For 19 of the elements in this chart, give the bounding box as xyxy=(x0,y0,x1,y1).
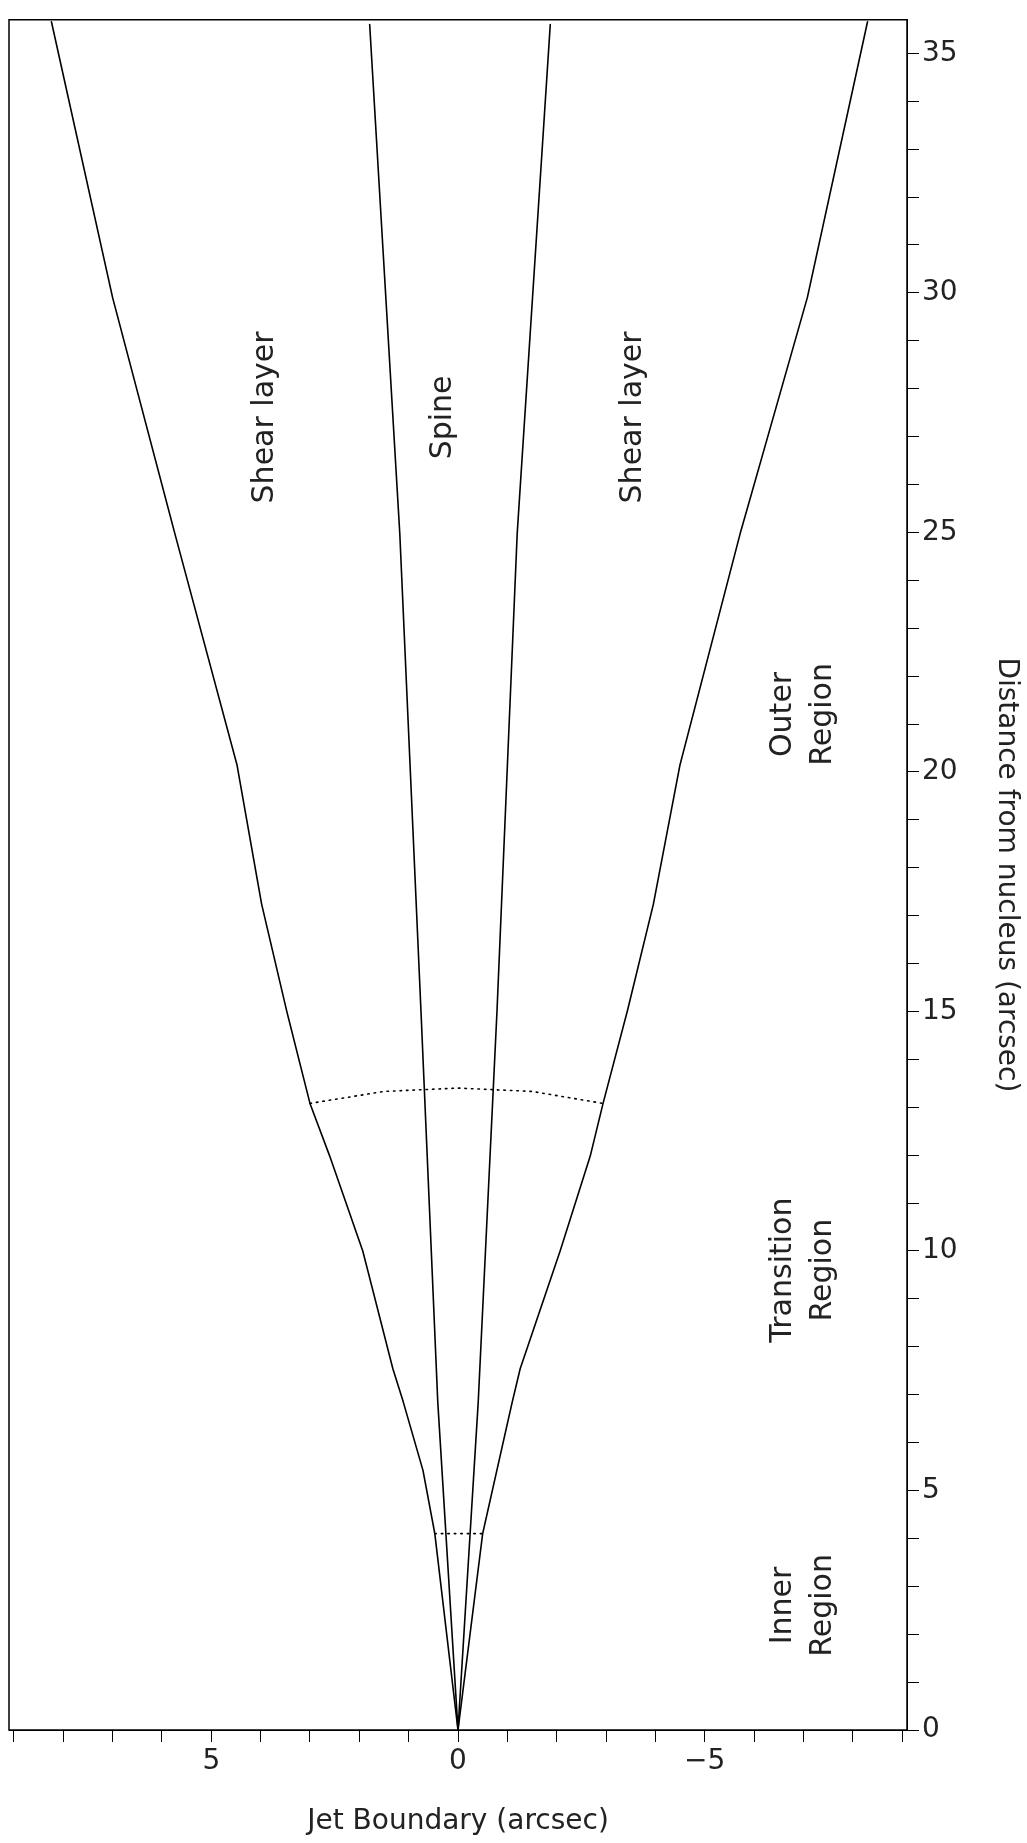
x-tick-label: 5 xyxy=(202,1743,221,1777)
annotation: Inner Region xyxy=(763,1554,839,1657)
annotation: Shear layer xyxy=(612,330,648,504)
y-tick-label: 5 xyxy=(922,1471,940,1505)
y-tick-label: 25 xyxy=(922,513,958,547)
annotation: Spine xyxy=(422,375,458,460)
x-axis-title: Jet Boundary (arcsec) xyxy=(305,1803,609,1837)
y-axis-title: Distance from nucleus (arcsec) xyxy=(991,657,1025,1093)
x-tick-label: 0 xyxy=(449,1743,467,1777)
y-tick-label: 30 xyxy=(922,274,958,308)
y-tick-label: 0 xyxy=(922,1711,940,1745)
annotation: Outer Region xyxy=(763,663,839,766)
y-tick-label: 35 xyxy=(922,34,958,68)
x-tick-label: −5 xyxy=(684,1743,726,1777)
annotation: Shear layer xyxy=(245,330,281,504)
y-tick-label: 15 xyxy=(922,992,958,1026)
y-tick-label: 20 xyxy=(922,753,958,787)
annotation: Transition Region xyxy=(763,1197,839,1344)
y-tick-label: 10 xyxy=(922,1232,958,1266)
